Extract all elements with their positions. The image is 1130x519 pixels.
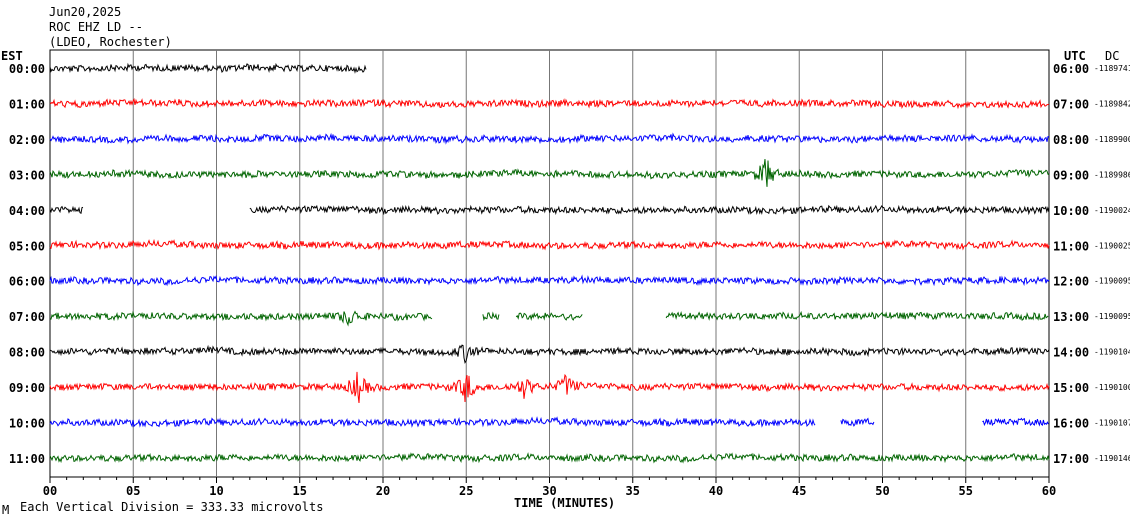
row-label-utc: 11:00 [1053,239,1089,253]
x-tick-label: 00 [43,484,57,498]
trace-line [482,311,500,322]
row-label-est: 08:00 [9,346,45,360]
trace-line [515,312,583,322]
row-dc-value: -1190095 [1094,312,1130,321]
trace-line [49,159,1050,187]
row-dc-value: -1189842 [1094,99,1130,108]
x-tick-label: 25 [459,484,473,498]
row-label-utc: 07:00 [1053,97,1089,111]
row-label-est: 02:00 [9,133,45,147]
row-label-est: 03:00 [9,168,45,182]
trace-line [49,97,1050,110]
trace-line [49,310,433,327]
row-label-utc: 15:00 [1053,381,1089,395]
row-dc-value: -1189900 [1094,135,1130,144]
x-tick-label: 30 [542,484,556,498]
row-label-est: 04:00 [9,204,45,218]
trace-line [49,274,1050,287]
row-dc-value: -1190104 [1094,348,1130,357]
row-dc-value: -1189986 [1094,170,1130,179]
row-label-est: 09:00 [9,381,45,395]
row-label-est: 11:00 [9,452,45,466]
trace-line [982,417,1049,427]
row-label-utc: 13:00 [1053,310,1089,324]
x-tick-label: 35 [626,484,640,498]
trace-line [249,204,1050,216]
x-tick-label: 60 [1042,484,1056,498]
trace-line [840,417,875,427]
row-label-utc: 14:00 [1053,346,1089,360]
row-dc-value: -1190107 [1094,419,1130,428]
trace-line [49,238,1050,251]
trace-line [49,132,1050,145]
x-tick-label: 50 [875,484,889,498]
row-dc-value: -1190024 [1094,206,1130,215]
x-tick-label: 40 [709,484,723,498]
x-tick-label: 10 [209,484,223,498]
row-label-est: 00:00 [9,62,45,76]
trace-line [49,205,84,214]
right-axis-title: UTC [1064,49,1086,63]
trace-line [665,310,1049,321]
x-tick-label: 55 [959,484,973,498]
row-label-utc: 09:00 [1053,168,1089,182]
x-tick-label: 45 [792,484,806,498]
row-dc-value: -1190025 [1094,241,1130,250]
trace-line [49,416,816,428]
trace-line [49,344,1050,364]
trace-line [49,371,1050,404]
row-dc-value: -1190100 [1094,383,1130,392]
header-station: ROC EHZ LD -- [49,20,143,34]
row-dc-value: -1190095 [1094,277,1130,286]
row-label-utc: 16:00 [1053,417,1089,431]
x-axis-title: TIME (MINUTES) [514,496,616,510]
row-label-utc: 06:00 [1053,62,1089,76]
trace-line [49,452,1050,464]
row-label-utc: 17:00 [1053,452,1089,466]
row-label-est: 10:00 [9,417,45,431]
trace-line [49,62,367,74]
x-tick-label: 05 [126,484,140,498]
row-label-utc: 08:00 [1053,133,1089,147]
row-dc-value: -1190146 [1094,454,1130,463]
left-axis-title: EST [1,49,23,63]
row-label-utc: 12:00 [1053,275,1089,289]
row-label-est: 07:00 [9,310,45,324]
x-tick-label: 15 [293,484,307,498]
row-label-est: 06:00 [9,275,45,289]
row-dc-value: -1189741 [1094,64,1130,73]
x-tick-label: 20 [376,484,390,498]
header-date: Jun20,2025 [49,5,122,19]
row-label-utc: 10:00 [1053,204,1089,218]
row-label-est: 05:00 [9,239,45,253]
header-location: (LDEO, Rochester) [49,35,172,49]
footer-note: Each Vertical Division = 333.33 microvol… [20,500,324,514]
corner-mark: M [2,503,10,517]
dc-label: DC [1105,49,1120,63]
row-label-est: 01:00 [9,97,45,111]
